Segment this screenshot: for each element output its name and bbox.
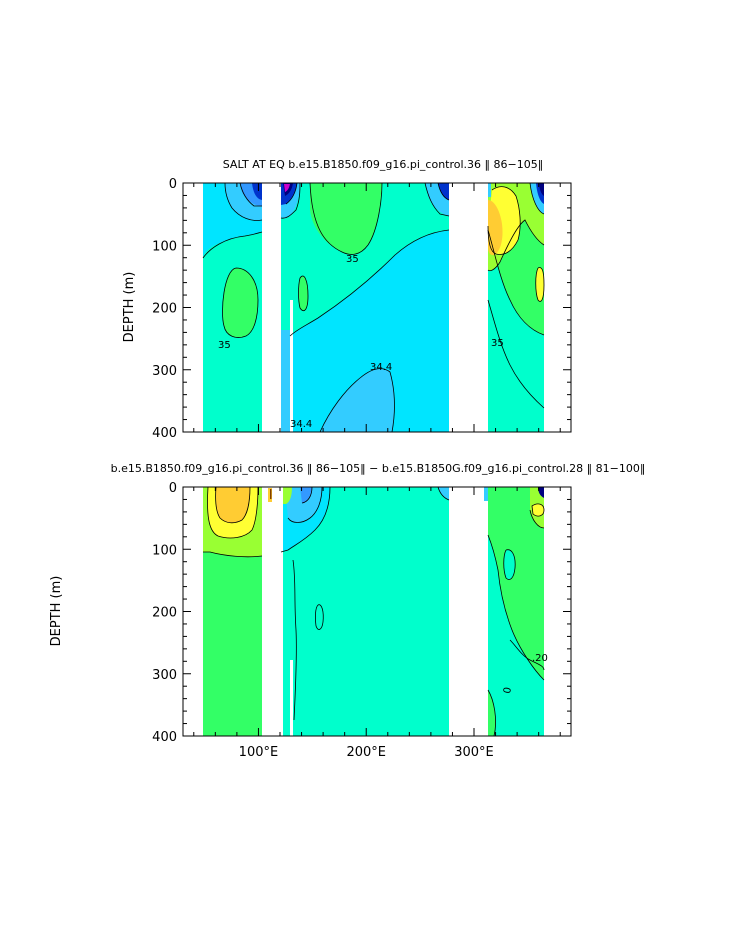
contour-line xyxy=(529,182,545,215)
field-mid-gap-left xyxy=(281,487,283,736)
bottom-panel-ylabel: DEPTH (m) xyxy=(49,576,64,647)
field-left-green xyxy=(222,268,258,338)
contour-line xyxy=(239,182,262,207)
contour-line xyxy=(215,486,251,524)
contour-line xyxy=(222,267,259,338)
contour-line xyxy=(280,182,301,219)
y-tick-label: 100 xyxy=(152,239,177,254)
field-right-lower-green xyxy=(488,690,496,736)
field-right-orange xyxy=(488,200,503,256)
y-tick-label: 400 xyxy=(152,730,177,745)
field-mid-blue-deep xyxy=(320,368,395,432)
top-panel-ylabel: DEPTH (m) xyxy=(122,272,137,343)
field-mid-west-lime xyxy=(283,487,292,504)
field-mid-green xyxy=(310,183,382,255)
contour-line xyxy=(207,486,259,539)
contour-line xyxy=(298,275,309,312)
contour-label: 35 xyxy=(218,340,231,351)
field-left-orange xyxy=(215,487,250,523)
contour-line xyxy=(529,509,545,529)
field-right-westblue xyxy=(484,487,488,501)
contour-label: .20 xyxy=(532,653,548,664)
contour-line xyxy=(319,368,395,433)
top-panel-title: SALT AT EQ b.e15.B1850.f09_g16.pi_contro… xyxy=(223,158,544,171)
bottom-contour-labels: 0 .20 xyxy=(502,653,548,695)
field-mid-gap xyxy=(290,300,293,432)
contour-line xyxy=(285,182,298,205)
field-mid-westmagenta xyxy=(284,184,290,192)
y-tick-label: 300 xyxy=(152,668,177,683)
y-tick-label: 300 xyxy=(152,364,177,379)
contour-line xyxy=(487,299,545,409)
contour-line xyxy=(287,486,323,523)
contour-label: 35 xyxy=(346,254,359,265)
contour-line xyxy=(509,639,545,671)
contour-line xyxy=(487,689,496,737)
top-ticks: 0 100 200 300 400 xyxy=(152,177,571,441)
contour-line xyxy=(292,559,297,721)
contour-line xyxy=(289,229,450,337)
y-tick-label: 0 xyxy=(169,177,177,192)
contour-line xyxy=(531,503,545,517)
contour-line xyxy=(203,551,263,558)
contour-line xyxy=(535,267,545,302)
field-mid-eastdark xyxy=(438,183,449,200)
field-mid-blue xyxy=(285,487,322,523)
field-right-green xyxy=(488,487,544,680)
contour-line xyxy=(487,229,545,336)
bottom-panel-title: b.e15.B1850.f09_g16.pi_control.36 ‖ 86−1… xyxy=(111,462,646,475)
y-tick-label: 200 xyxy=(152,302,177,317)
field-speck-dark xyxy=(270,489,272,499)
x-tick-label: 100°E xyxy=(239,745,279,760)
contour-label: 34.4 xyxy=(290,419,312,430)
top-panel: SALT AT EQ b.e15.B1850.f09_g16.pi_contro… xyxy=(122,158,572,441)
field-mid-green-small xyxy=(298,276,308,311)
contour-line xyxy=(280,486,331,553)
bottom-fields xyxy=(203,487,544,736)
field-right-lightblue xyxy=(503,549,516,580)
contour-line xyxy=(424,182,450,217)
contour-label: 35 xyxy=(491,338,504,349)
field-right-yellow xyxy=(532,503,544,517)
contour-line xyxy=(437,182,450,201)
field-mid-gap xyxy=(290,660,293,736)
bottom-contours xyxy=(203,486,545,737)
y-tick-label: 100 xyxy=(152,543,177,558)
y-tick-label: 0 xyxy=(169,481,177,496)
bottom-panel: b.e15.B1850.f09_g16.pi_control.36 ‖ 86−1… xyxy=(49,462,645,760)
field-mid-eastblue xyxy=(438,487,449,500)
contour-line xyxy=(437,486,450,501)
contour-line xyxy=(487,186,521,255)
contour-label: 0 xyxy=(502,686,514,694)
top-contour-labels: 35 35 34.4 34.4 35 xyxy=(218,254,504,430)
field-right-westblue xyxy=(488,183,491,197)
x-tick-label: 300°E xyxy=(454,745,494,760)
field-mid-darkblue xyxy=(300,487,312,503)
contour-line xyxy=(503,549,516,580)
bottom-ticks: 0 100 200 300 400 100°E 200°E 300°E xyxy=(152,481,571,760)
y-tick-label: 400 xyxy=(152,426,177,441)
contour-label: 34.4 xyxy=(370,362,392,373)
contour-line xyxy=(301,486,313,504)
top-contours xyxy=(202,182,545,433)
contour-line xyxy=(315,604,324,630)
contour-line xyxy=(309,182,383,255)
x-tick-label: 200°E xyxy=(346,745,386,760)
y-tick-label: 200 xyxy=(152,606,177,621)
field-mid-blue xyxy=(281,330,290,432)
contour-line xyxy=(202,231,263,259)
contour-line xyxy=(224,182,263,221)
field-right-navy xyxy=(538,487,544,498)
field-right-yellow-mid xyxy=(535,267,544,302)
field-left-darkblue xyxy=(252,183,262,200)
contour-line xyxy=(487,219,545,272)
field-right-eastnavy xyxy=(539,183,544,196)
